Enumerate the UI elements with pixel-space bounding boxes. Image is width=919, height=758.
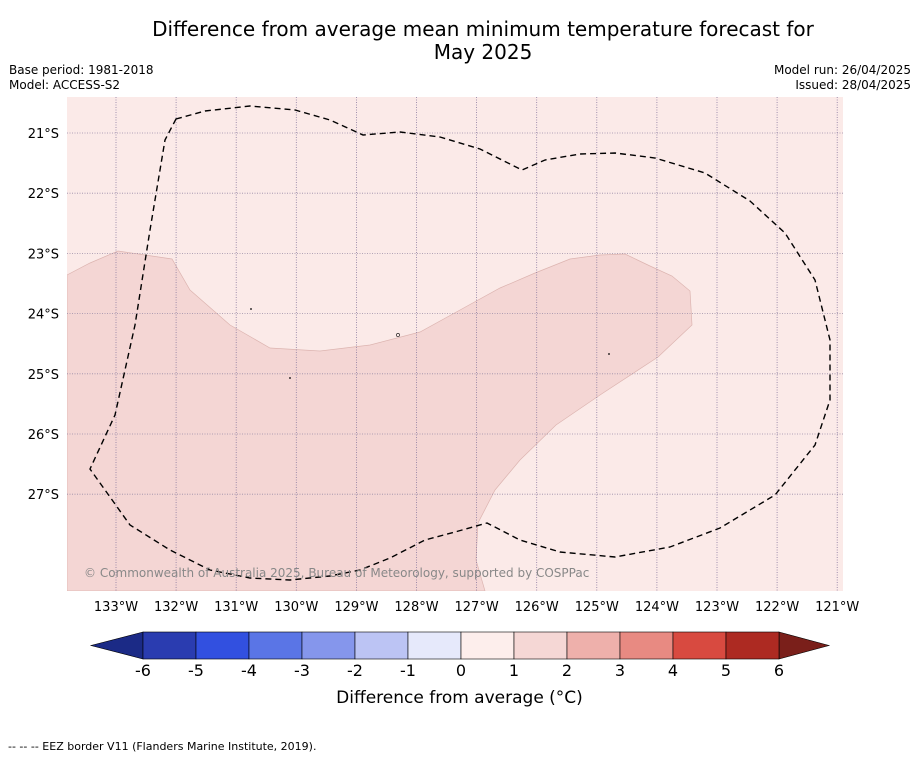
longitude-label: 132°W <box>154 600 198 615</box>
base-period-text: Base period: 1981-2018 <box>9 63 154 77</box>
latitude-label: 24°S <box>28 308 59 323</box>
longitude-label: 123°W <box>695 600 739 615</box>
colorbar-swatch <box>672 631 727 660</box>
longitude-label: 129°W <box>334 600 378 615</box>
longitude-labels: 133°W 132°W 131°W 130°W 129°W 128°W 127°W 126°W… <box>94 600 860 615</box>
latitude-label: 21°S <box>28 127 59 142</box>
latitude-label: 22°S <box>28 187 59 202</box>
latitude-labels: 21°S 22°S 23°S 24°S 25°S 26°S 27°S <box>28 127 59 503</box>
meta-left: Base period: 1981-2018 Model: ACCESS-S2 <box>9 63 154 93</box>
colorbar-tick-label: -6 <box>135 661 151 680</box>
colorbar-swatch <box>142 631 197 660</box>
island-marker <box>396 333 400 337</box>
longitude-label: 122°W <box>755 600 799 615</box>
longitude-label: 127°W <box>455 600 499 615</box>
colorbar-swatch <box>460 631 515 660</box>
latitude-label: 26°S <box>28 428 59 443</box>
colorbar-swatch <box>301 631 356 660</box>
longitude-label: 125°W <box>575 600 619 615</box>
colorbar-swatch <box>354 631 409 660</box>
colorbar-tick-label: 0 <box>456 661 466 680</box>
colorbar-swatch <box>195 631 250 660</box>
colorbar-swatch <box>566 631 621 660</box>
model-text: Model: ACCESS-S2 <box>9 78 121 92</box>
colorbar-tick-label: -1 <box>400 661 416 680</box>
colorbar-tick-label: -2 <box>347 661 363 680</box>
anomaly-region <box>67 250 693 591</box>
colorbar-swatch <box>513 631 568 660</box>
colorbar-tick-label: 1 <box>509 661 519 680</box>
map-panel: © Commonwealth of Australia 2025, Bureau… <box>67 97 843 591</box>
latitude-label: 25°S <box>28 368 59 383</box>
colorbar-over-extension <box>778 631 831 660</box>
longitude-label: 121°W <box>815 600 859 615</box>
colorbar-tick-label: -3 <box>294 661 310 680</box>
issued-text: Issued: 28/04/2025 <box>795 78 911 92</box>
island-marker <box>250 308 252 310</box>
colorbar-title: Difference from average (°C) <box>336 688 583 708</box>
colorbar-tick-label: 5 <box>721 661 731 680</box>
copyright-text: © Commonwealth of Australia 2025, Bureau… <box>84 566 589 580</box>
longitude-label: 128°W <box>394 600 438 615</box>
colorbar-tick-label: 6 <box>774 661 784 680</box>
colorbar-tick-label: -4 <box>241 661 257 680</box>
latitude-label: 23°S <box>28 247 59 262</box>
longitude-label: 131°W <box>214 600 258 615</box>
colorbar-tick-label: -5 <box>188 661 204 680</box>
map-figure: © Commonwealth of Australia 2025, Bureau… <box>28 97 860 680</box>
map-title: Difference from average mean minimum tem… <box>0 18 919 64</box>
model-run-text: Model run: 26/04/2025 <box>773 63 911 77</box>
longitude-label: 133°W <box>94 600 138 615</box>
map-title-line1: Difference from average mean minimum tem… <box>152 17 814 41</box>
colorbar-tick-label: 3 <box>615 661 625 680</box>
colorbar-swatch <box>248 631 303 660</box>
longitude-label: 126°W <box>515 600 559 615</box>
colorbar-tick-label: 2 <box>562 661 572 680</box>
map-title-line2: May 2025 <box>433 40 533 64</box>
longitude-label: 124°W <box>635 600 679 615</box>
colorbar-swatch <box>407 631 462 660</box>
longitude-label: 130°W <box>274 600 318 615</box>
map-gridlines <box>67 97 843 591</box>
meta-right: Model run: 26/04/2025 Issued: 28/04/2025 <box>774 63 911 93</box>
colorbar-under-extension <box>89 631 144 660</box>
colorbar-tick-label: 4 <box>668 661 678 680</box>
island-marker <box>608 353 610 355</box>
island-marker <box>289 377 291 379</box>
colorbar-swatch <box>619 631 674 660</box>
colorbar: -6 -5 -4 -3 -2 -1 0 1 2 3 4 5 6 <box>89 631 831 680</box>
footnote-text: -- -- -- EEZ border V11 (Flanders Marine… <box>8 740 317 753</box>
colorbar-swatch <box>725 631 780 660</box>
latitude-label: 27°S <box>28 488 59 503</box>
